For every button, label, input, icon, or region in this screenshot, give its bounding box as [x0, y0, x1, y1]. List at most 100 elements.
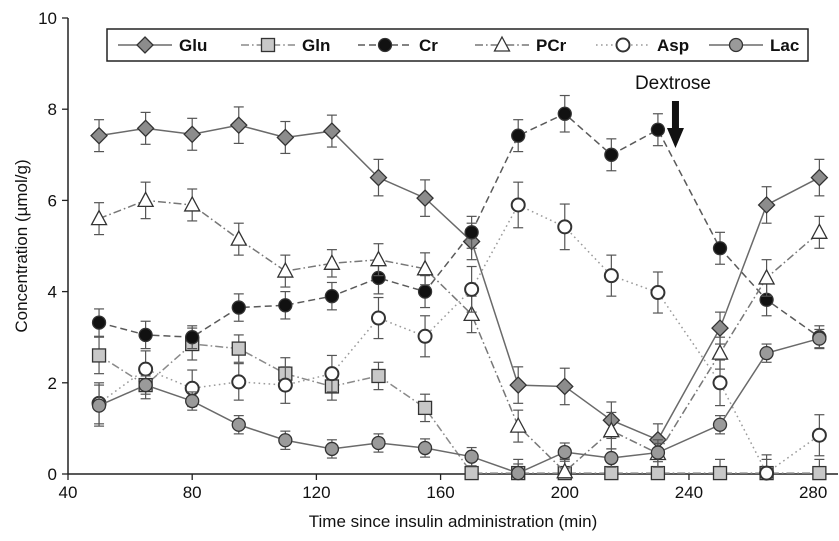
- pcr-point: [276, 261, 294, 278]
- lac-point: [712, 417, 728, 432]
- legend-marker-lac: [728, 37, 744, 53]
- glu-point: [136, 119, 155, 138]
- lac-point: [650, 445, 666, 460]
- gln-point: [464, 465, 479, 481]
- pcr-point: [810, 222, 828, 239]
- cr-point: [138, 327, 153, 343]
- gln-point: [91, 348, 107, 363]
- pcr-point: [416, 259, 434, 276]
- x-axis-label: Time since insulin administration (min): [309, 512, 597, 531]
- pcr-point: [137, 191, 155, 208]
- lac-point: [812, 331, 827, 346]
- series-gln: [91, 327, 827, 481]
- pcr-point: [602, 421, 620, 438]
- legend-marker-cr: [377, 37, 393, 53]
- y-tick-label: 2: [48, 374, 57, 393]
- lac-point: [604, 450, 619, 466]
- legend-label-asp: Asp: [657, 36, 689, 55]
- series-group: [90, 94, 829, 481]
- legend-label-glu: Glu: [179, 36, 207, 55]
- x-tick-label: 240: [675, 483, 703, 502]
- arrow-down-icon: [666, 128, 684, 148]
- pcr-line: [98, 199, 820, 473]
- glu-point: [509, 376, 528, 394]
- lac-point: [231, 417, 246, 432]
- y-tick-label: 6: [48, 191, 57, 210]
- cr-point: [231, 300, 246, 315]
- annotation-label: Dextrose: [635, 73, 711, 94]
- cr-point: [511, 128, 526, 143]
- series-cr: [91, 94, 827, 350]
- legend-label-gln: Gln: [302, 36, 330, 55]
- asp-point: [557, 219, 573, 235]
- cr-point: [91, 315, 107, 330]
- asp-point: [464, 281, 480, 297]
- gln-line: [98, 343, 820, 474]
- pcr-point: [323, 253, 341, 270]
- lac-point: [185, 393, 200, 409]
- lac-point: [324, 441, 340, 457]
- cr-point: [417, 284, 433, 299]
- legend-box: [106, 28, 809, 62]
- pcr-point: [711, 343, 729, 360]
- gln-point: [231, 341, 246, 356]
- cr-point: [185, 330, 200, 345]
- y-tick-label: 4: [48, 283, 57, 302]
- annotation: Dextrose: [635, 73, 711, 148]
- pcr-point: [90, 209, 108, 226]
- x-tick-label: 160: [426, 483, 454, 502]
- glu-point: [90, 126, 108, 145]
- asp-line: [98, 203, 820, 475]
- legend-label-lac: Lac: [770, 36, 799, 55]
- pcr-point: [509, 416, 527, 433]
- x-tick-label: 80: [183, 483, 202, 502]
- lac-point: [371, 435, 386, 451]
- series-glu: [90, 106, 829, 457]
- x-tick-label: 40: [59, 483, 78, 502]
- pcr-point: [758, 268, 776, 285]
- lac-point: [417, 440, 433, 456]
- legend-label-cr: Cr: [419, 36, 438, 55]
- asp-point: [811, 427, 827, 443]
- x-tick-label: 280: [799, 483, 827, 502]
- asp-point: [510, 197, 526, 213]
- gln-point: [371, 368, 386, 384]
- legend: Glu Gln Cr PCr Asp Lac: [106, 28, 809, 62]
- glu-point: [369, 168, 388, 187]
- lac-point: [759, 346, 774, 361]
- lac-point: [91, 398, 107, 413]
- gln-point: [712, 465, 728, 481]
- cr-point: [604, 147, 619, 162]
- asp-point: [759, 465, 775, 481]
- cr-point: [324, 289, 340, 304]
- legend-marker-gln: [260, 37, 276, 53]
- x-tick-label: 120: [302, 483, 330, 502]
- lac-point: [557, 444, 572, 460]
- glu-point: [711, 319, 729, 337]
- cr-point: [557, 106, 572, 121]
- cr-line: [98, 112, 820, 338]
- cr-point: [650, 122, 666, 137]
- cr-point: [464, 225, 479, 240]
- lac-point: [278, 433, 293, 448]
- pcr-point: [369, 250, 388, 267]
- lac-point: [138, 377, 153, 393]
- asp-point: [138, 361, 154, 377]
- glu-point: [810, 168, 829, 187]
- series-lac: [91, 328, 827, 481]
- pcr-point: [230, 229, 248, 246]
- asp-point: [712, 375, 728, 391]
- arrow-shaft: [671, 101, 679, 128]
- asp-point: [417, 328, 433, 344]
- y-axis-label: Concentration (µmol/g): [12, 159, 31, 332]
- glu-point: [757, 196, 776, 214]
- legend-marker-pcr: [493, 35, 511, 52]
- gln-point: [417, 400, 433, 416]
- cr-point: [278, 298, 293, 313]
- legend-marker-asp: [615, 37, 631, 53]
- asp-point: [603, 268, 619, 284]
- gln-point: [604, 465, 619, 481]
- legend-marker-glu: [136, 36, 154, 54]
- glu-point: [229, 116, 248, 135]
